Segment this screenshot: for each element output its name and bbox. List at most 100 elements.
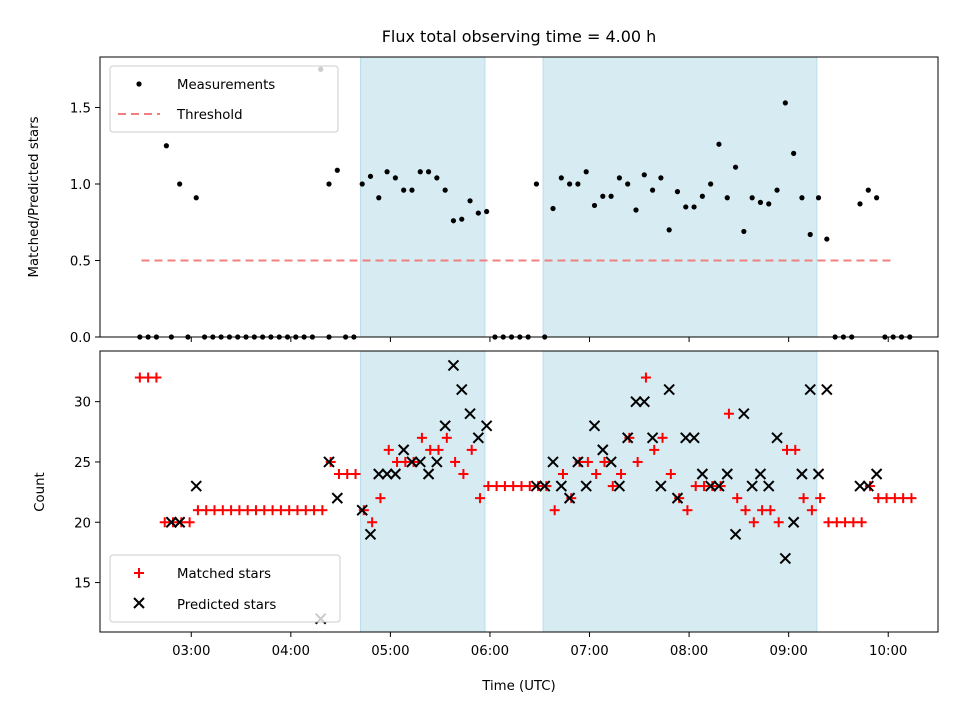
y-tick-label: 0.5 — [70, 254, 91, 269]
matched-star-point — [441, 432, 452, 443]
x-tick-label: 06:00 — [471, 644, 509, 659]
predicted-star-point — [779, 552, 792, 565]
y-tick-label: 1.0 — [70, 178, 91, 193]
matched-star-point — [450, 456, 461, 467]
legend-matched-marker — [134, 568, 144, 578]
top-shaded-intervals — [360, 56, 818, 338]
legend-predicted-label: Predicted stars — [177, 598, 276, 613]
legend-threshold-label: Threshold — [176, 108, 243, 123]
measurement-point — [434, 175, 440, 181]
measurement-point — [467, 198, 473, 204]
matched-star-point — [798, 493, 809, 504]
top-x-ticks — [190, 337, 889, 342]
predicted-star-point — [630, 395, 642, 408]
measurement-point — [409, 187, 415, 193]
predicted-star-point — [472, 432, 485, 444]
predicted-star-point — [323, 456, 335, 468]
measurement-point — [815, 195, 822, 201]
y-tick-label: 15 — [74, 577, 91, 592]
x-tick-label: 03:00 — [172, 644, 210, 659]
matched-star-point — [325, 456, 336, 467]
shaded-interval — [360, 56, 486, 338]
matched-star-point — [657, 432, 668, 443]
predicted-star-point — [721, 468, 733, 480]
predicted-star-point — [870, 468, 883, 480]
measurement-point — [666, 227, 672, 233]
matched-star-point — [649, 444, 660, 455]
top-legend-box — [109, 65, 339, 133]
predicted-star-point — [688, 432, 700, 444]
measurement-point — [749, 195, 755, 201]
predicted-star-point — [464, 408, 476, 420]
predicted-star-point — [638, 395, 650, 408]
measurement-point — [600, 193, 606, 199]
predicted-star-point — [331, 492, 344, 504]
matched-star-point — [549, 505, 560, 516]
matched-star-point — [864, 481, 875, 492]
y-tick-label: 20 — [74, 516, 91, 531]
bottom-shaded-intervals — [360, 350, 818, 633]
matched-star-point — [773, 517, 784, 528]
measurement-point — [376, 195, 382, 201]
predicted-star-point — [646, 432, 659, 444]
matched-star-point — [815, 493, 826, 504]
matched-star-point — [748, 517, 759, 528]
predicted-star-point — [729, 528, 742, 541]
measurement-point — [417, 169, 423, 175]
measurement-point — [583, 169, 589, 175]
matched-star-point — [632, 456, 643, 467]
matched-star-point — [790, 444, 801, 455]
measurement-point — [741, 228, 747, 235]
top-axes-panel: 0.0 0.5 1.0 1.5 Matched/Predicted stars Mea… — [27, 56, 939, 346]
measurement-point — [392, 175, 398, 181]
measurement-point — [683, 204, 689, 210]
x-tick-label: 04:00 — [272, 644, 310, 659]
matched-star-point — [466, 444, 477, 455]
predicted-star-point — [704, 480, 717, 492]
matched-star-point — [591, 469, 602, 480]
bottom-y-ticks: 15 20 25 30 — [74, 396, 100, 592]
predicted-star-point — [804, 383, 816, 396]
predicted-star-point — [572, 456, 584, 468]
predicted-star-point — [480, 420, 493, 432]
predicted-star-point — [854, 480, 866, 492]
predicted-star-point — [389, 468, 402, 480]
predicted-star-point — [713, 480, 725, 492]
legend-matched-label: Matched stars — [177, 567, 271, 582]
matched-star-point — [367, 517, 378, 528]
predicted-star-point — [422, 468, 435, 480]
predicted-star-point — [588, 420, 601, 432]
predicted-star-point — [771, 432, 783, 444]
predicted-star-point — [447, 359, 460, 372]
predicted-star-point — [787, 516, 800, 528]
measurement-point — [716, 141, 722, 147]
matched-star-point — [408, 456, 419, 467]
predicted-star-point — [563, 492, 576, 504]
top-y-ticks: 0.0 0.5 1.0 1.5 — [70, 101, 100, 346]
measurement-point — [326, 181, 332, 187]
measurement-point — [177, 181, 183, 187]
predicted-star-point — [555, 480, 568, 492]
matched-star-point — [458, 469, 469, 480]
matched-star-point — [765, 505, 776, 516]
matched-star-point — [566, 493, 577, 504]
predicted-star-point — [655, 480, 667, 492]
predicted-star-point — [431, 456, 443, 468]
matched-star-point — [350, 469, 361, 480]
measurement-point — [732, 164, 739, 170]
measurement-point — [384, 169, 390, 175]
measurement-point — [865, 187, 871, 193]
matched-star-point — [624, 432, 635, 443]
measurement-point — [359, 181, 365, 187]
matched-star-point — [599, 456, 610, 467]
predicted-star-point — [173, 516, 186, 528]
matched-star-point — [806, 505, 817, 516]
measurement-point — [625, 181, 631, 187]
predicted-star-point — [696, 468, 709, 480]
predicted-star-point — [414, 456, 426, 468]
matched-star-point — [640, 372, 651, 383]
bottom-x-ticks: 03:00 04:00 05:00 06:00 07:00 08:00 09:00 10:00 — [172, 632, 907, 659]
predicted-star-point — [406, 456, 418, 468]
measurement-point — [674, 189, 681, 195]
